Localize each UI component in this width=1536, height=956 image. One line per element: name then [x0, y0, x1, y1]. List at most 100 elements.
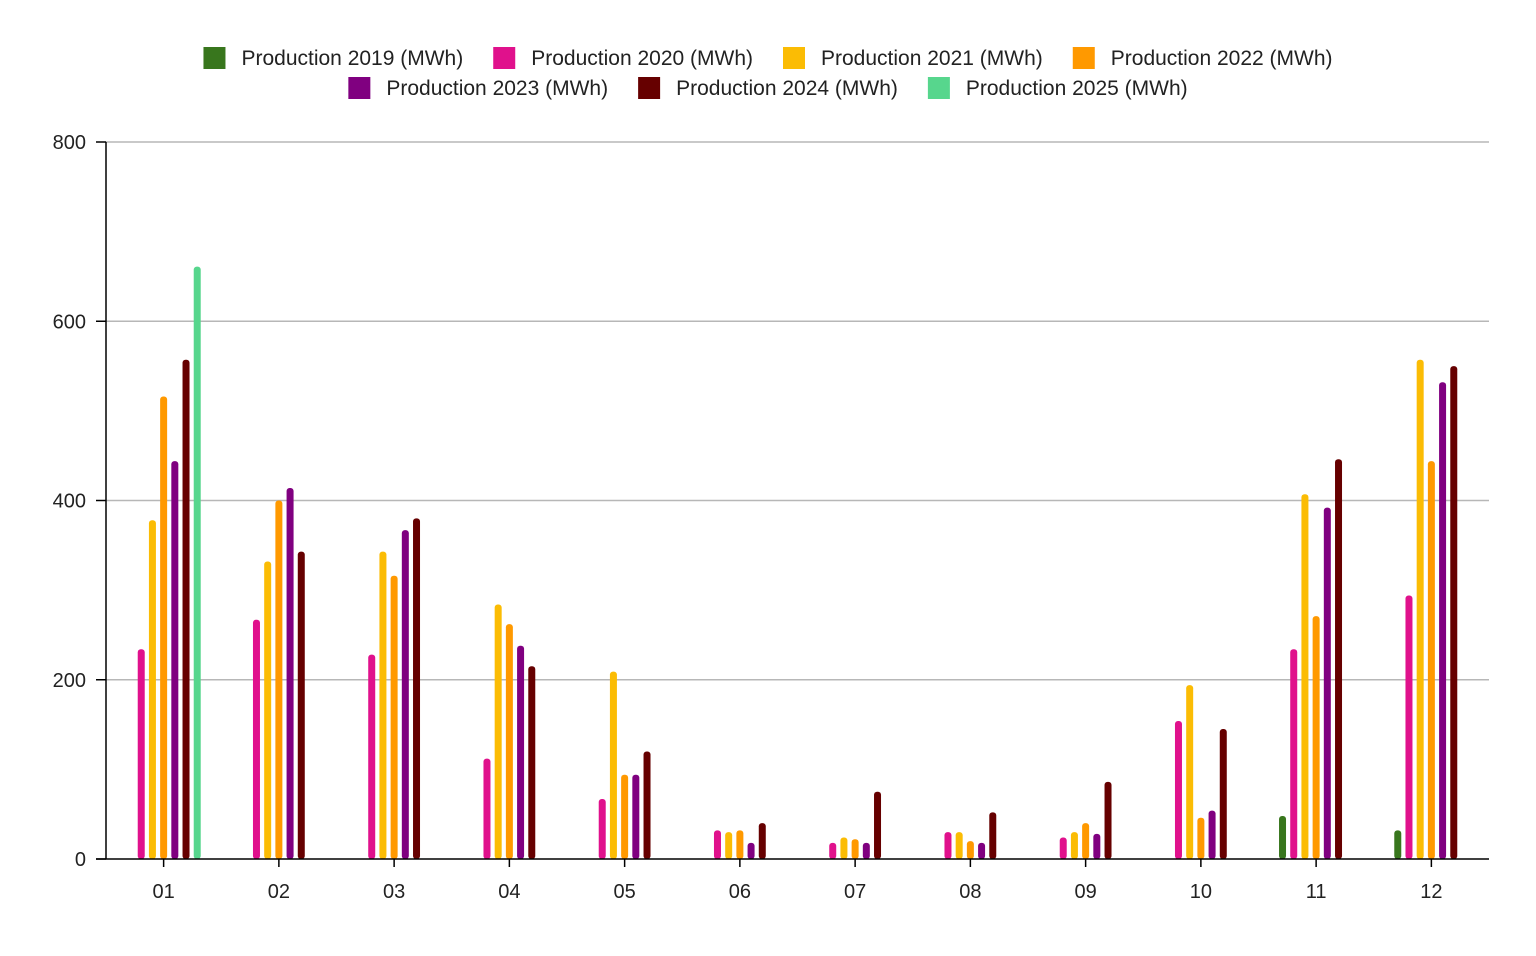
bar-production-2020-mwh-07 — [829, 842, 837, 859]
bar-production-2021-mwh-02 — [264, 561, 272, 859]
bar-production-2023-mwh-05 — [632, 774, 640, 859]
bar-production-2024-mwh-12 — [1450, 366, 1458, 859]
x-tick-label: 06 — [729, 881, 751, 903]
bar-production-2021-mwh-09 — [1070, 832, 1078, 859]
legend-label: Production 2024 (MWh) — [676, 77, 898, 100]
bar-production-2023-mwh-07 — [862, 842, 870, 859]
legend-item: Production 2025 (MWh) — [927, 77, 1188, 100]
legend-label: Production 2020 (MWh) — [531, 47, 753, 70]
bar-production-2023-mwh-03 — [401, 530, 409, 859]
bar-production-2021-mwh-01 — [148, 520, 156, 859]
x-tick-label: 02 — [268, 881, 290, 903]
bar-production-2021-mwh-12 — [1416, 359, 1424, 859]
bar-production-2022-mwh-05 — [621, 774, 629, 859]
bar-production-2020-mwh-12 — [1405, 595, 1413, 859]
x-tick-label: 03 — [383, 881, 405, 903]
bar-production-2022-mwh-08 — [966, 841, 974, 859]
bar-production-2021-mwh-11 — [1301, 494, 1309, 859]
axes: 0 200 400 600 800 01 02 03 04 05 06 07 08 09 10 11 12 — [53, 132, 1489, 903]
bar-production-2021-mwh-10 — [1186, 685, 1194, 859]
legend: Production 2019 (MWh) Production 2020 (MW… — [203, 47, 1333, 100]
bar-production-2023-mwh-09 — [1093, 833, 1101, 859]
bar-production-2022-mwh-01 — [160, 396, 168, 859]
x-tick-label: 09 — [1075, 881, 1097, 903]
bar-production-2019-mwh-11 — [1279, 815, 1287, 859]
bar-production-2024-mwh-11 — [1335, 459, 1343, 859]
bar-production-2023-mwh-01 — [171, 461, 179, 859]
gridlines — [106, 141, 1489, 681]
bar-production-2022-mwh-02 — [275, 500, 283, 859]
x-tick-label: 04 — [498, 881, 520, 903]
bar-production-2021-mwh-03 — [379, 551, 387, 859]
bar-production-2020-mwh-06 — [713, 830, 721, 859]
x-tick-label: 01 — [153, 881, 175, 903]
bar-production-2023-mwh-11 — [1323, 507, 1331, 859]
y-tick-label: 800 — [53, 132, 86, 154]
x-tick-label: 08 — [959, 881, 981, 903]
bar-production-2024-mwh-09 — [1104, 781, 1112, 859]
legend-swatch — [493, 47, 516, 69]
bar-production-2023-mwh-04 — [517, 645, 525, 859]
bar-production-2024-mwh-10 — [1219, 729, 1227, 859]
bar-production-2020-mwh-11 — [1290, 649, 1298, 859]
bar-production-2024-mwh-02 — [297, 551, 305, 859]
bar-production-2022-mwh-12 — [1427, 461, 1435, 859]
bar-production-2020-mwh-04 — [483, 758, 491, 859]
bar-production-2020-mwh-02 — [252, 619, 260, 859]
bar-production-2020-mwh-05 — [598, 798, 606, 859]
bar-production-2021-mwh-05 — [609, 671, 617, 859]
legend-item: Production 2022 (MWh) — [1072, 47, 1333, 70]
bar-production-2024-mwh-08 — [989, 812, 997, 859]
bar-production-2024-mwh-04 — [528, 666, 536, 859]
legend-swatch — [783, 47, 805, 69]
bar-production-2022-mwh-06 — [736, 830, 744, 859]
bar-production-2020-mwh-03 — [368, 654, 376, 859]
bar-production-2022-mwh-10 — [1197, 817, 1205, 859]
bar-production-2022-mwh-07 — [851, 839, 859, 859]
legend-item: Production 2021 (MWh) — [783, 47, 1043, 70]
legend-label: Production 2022 (MWh) — [1111, 47, 1333, 70]
bar-production-2023-mwh-10 — [1208, 810, 1216, 859]
legend-item: Production 2024 (MWh) — [638, 77, 898, 100]
y-tick-label: 400 — [53, 491, 86, 513]
legend-swatch — [203, 47, 226, 69]
bar-production-2023-mwh-02 — [286, 487, 294, 859]
bar-production-2022-mwh-11 — [1312, 616, 1320, 859]
legend-label: Production 2025 (MWh) — [966, 77, 1188, 100]
bar-production-2024-mwh-05 — [643, 751, 651, 859]
legend-swatch — [927, 77, 950, 99]
bar-production-2023-mwh-06 — [747, 842, 755, 859]
bar-production-2020-mwh-08 — [944, 832, 952, 859]
x-tick-label: 11 — [1306, 881, 1327, 903]
bar-production-2022-mwh-03 — [390, 575, 398, 859]
x-tick-label: 07 — [844, 881, 866, 903]
bars — [137, 266, 1458, 859]
bar-production-2020-mwh-01 — [137, 649, 145, 859]
bar-production-2024-mwh-06 — [758, 823, 766, 859]
bar-production-2024-mwh-07 — [874, 791, 882, 859]
bar-production-2021-mwh-06 — [725, 832, 733, 859]
legend-item: Production 2023 (MWh) — [348, 77, 608, 100]
legend-swatch — [638, 77, 661, 99]
y-tick-label: 200 — [53, 670, 86, 692]
bar-production-2021-mwh-08 — [955, 832, 963, 859]
bar-production-2021-mwh-04 — [494, 604, 502, 859]
legend-label: Production 2023 (MWh) — [386, 77, 608, 100]
bar-production-2024-mwh-03 — [413, 518, 421, 859]
legend-label: Production 2019 (MWh) — [241, 47, 463, 70]
bar-production-2023-mwh-12 — [1439, 382, 1447, 859]
legend-item: Production 2020 (MWh) — [493, 47, 753, 70]
y-tick-label: 0 — [75, 849, 86, 871]
legend-label: Production 2021 (MWh) — [821, 47, 1043, 70]
legend-item: Production 2019 (MWh) — [203, 47, 463, 70]
legend-swatch — [348, 77, 371, 99]
bar-production-2025-mwh-01 — [193, 266, 201, 859]
bar-production-2020-mwh-09 — [1059, 837, 1067, 859]
x-tick-label: 05 — [614, 881, 636, 903]
x-tick-label: 12 — [1420, 881, 1442, 903]
x-tick-label: 10 — [1190, 881, 1212, 903]
bar-production-2021-mwh-07 — [840, 837, 848, 859]
bar-production-2022-mwh-04 — [505, 624, 513, 859]
